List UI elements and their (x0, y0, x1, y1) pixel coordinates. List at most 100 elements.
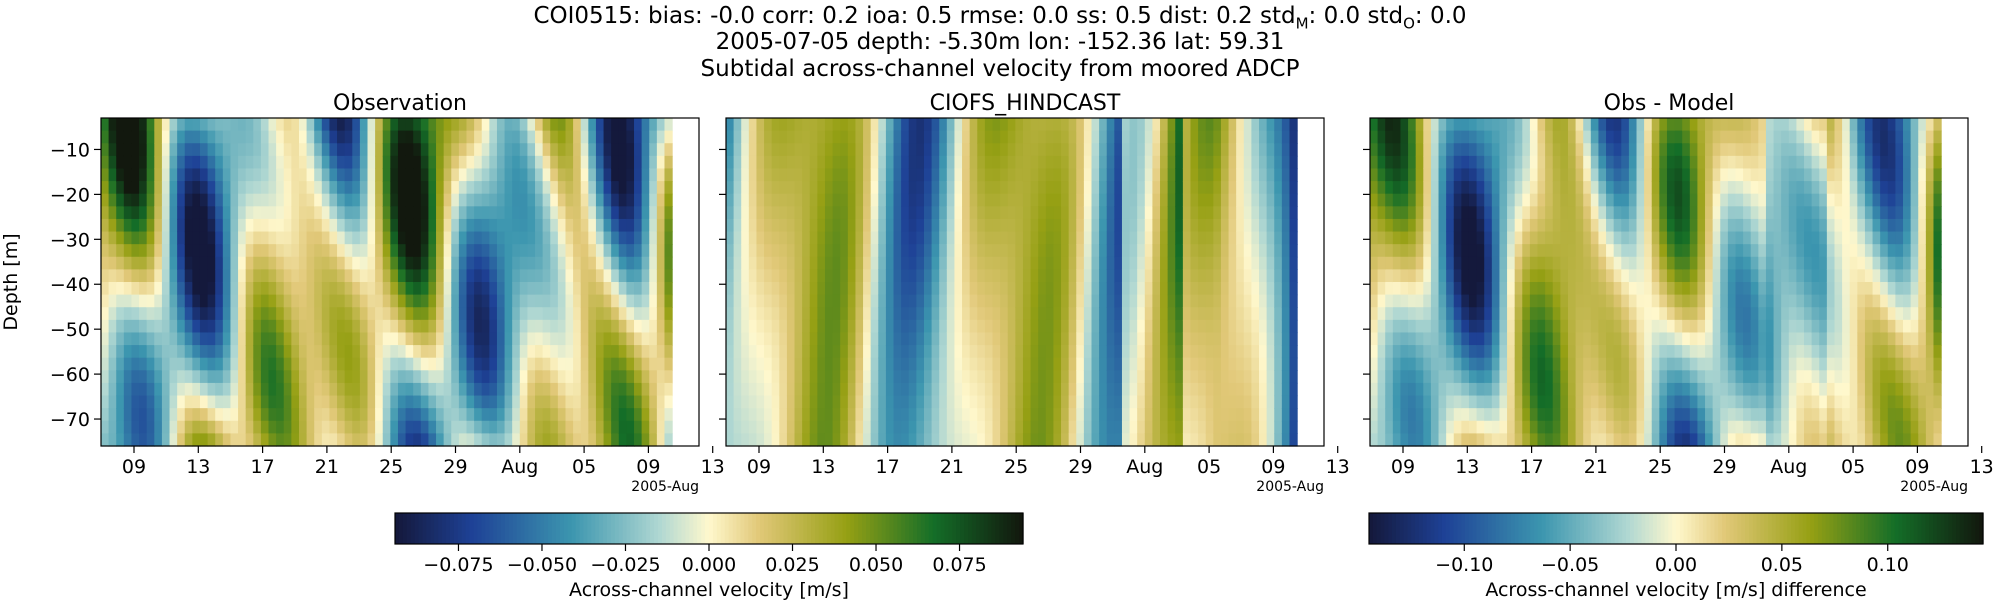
heatmap-cell (916, 155, 925, 170)
heatmap-cell (984, 370, 994, 384)
heatmap-cell (519, 332, 529, 346)
heatmap-cell (451, 181, 460, 195)
heatmap-cell (245, 269, 254, 283)
heatmap-cell (1083, 231, 1093, 245)
heatmap-cell (1068, 130, 1077, 144)
heatmap-cell (428, 168, 437, 182)
x-tick-label: 05 (572, 456, 596, 478)
heatmap-cell (1659, 433, 1668, 447)
heatmap-cell (1182, 218, 1192, 233)
heatmap-cell (1137, 332, 1146, 346)
heatmap-cell (1106, 408, 1115, 422)
heatmap-cell (1377, 118, 1386, 132)
heatmap-cell (1099, 181, 1108, 195)
heatmap-cell (1281, 168, 1291, 182)
heatmap-cell (192, 155, 201, 170)
heatmap-cell (1370, 218, 1379, 233)
heatmap-cell (466, 155, 475, 170)
heatmap-cell (901, 256, 910, 270)
heatmap-cell (1281, 231, 1291, 245)
heatmap-cell (1167, 168, 1176, 182)
heatmap-cell (276, 433, 285, 447)
heatmap-cell (809, 206, 818, 220)
heatmap-cell (1491, 231, 1501, 245)
heatmap-cell (802, 433, 811, 447)
heatmap-cell (1220, 433, 1230, 447)
heatmap-cell (977, 143, 986, 157)
heatmap-cell (1377, 408, 1386, 422)
heatmap-cell (1083, 218, 1093, 233)
heatmap-cell (496, 357, 506, 371)
heatmap-cell (139, 130, 148, 144)
heatmap-cell (580, 408, 589, 422)
heatmap-cell (245, 218, 254, 233)
heatmap-cell (283, 181, 292, 195)
heatmap-cell (397, 181, 407, 195)
heatmap-cell (420, 269, 430, 283)
heatmap-cell (656, 408, 666, 422)
heatmap-cell (1228, 130, 1237, 144)
heatmap-cell (1015, 420, 1024, 434)
heatmap-cell (1281, 370, 1291, 384)
heatmap-cell (161, 244, 171, 258)
heatmap-cell (116, 244, 125, 258)
heatmap-cell (1476, 168, 1485, 182)
heatmap-cell (519, 307, 529, 321)
heatmap-cell (390, 231, 399, 245)
heatmap-cell (626, 118, 635, 132)
heatmap-cell (908, 193, 917, 207)
heatmap-cell (1045, 294, 1055, 308)
heatmap-cell (329, 206, 338, 220)
heatmap-cell (1053, 193, 1062, 207)
heatmap-cell (885, 130, 895, 144)
heatmap-cell (1628, 332, 1638, 346)
heatmap-cell (481, 181, 490, 195)
heatmap-cell (664, 118, 673, 132)
heatmap-cell (550, 282, 559, 296)
heatmap-cell (283, 433, 292, 447)
heatmap-cell (1152, 433, 1161, 447)
heatmap-cell (885, 168, 895, 182)
heatmap-cell (1651, 408, 1660, 422)
heatmap-cell (1251, 218, 1260, 233)
heatmap-cell (878, 307, 887, 321)
heatmap-cell (1289, 130, 1298, 144)
heatmap-cell (123, 130, 133, 144)
heatmap-cell (611, 370, 620, 384)
heatmap-cell (436, 307, 445, 321)
heatmap-cell (1461, 420, 1470, 434)
heatmap-cell (977, 269, 986, 283)
heatmap-cell (1045, 307, 1055, 321)
heatmap-cell (931, 130, 940, 144)
heatmap-cell (1430, 143, 1440, 157)
heatmap-cell (588, 307, 597, 321)
heatmap-cell (1476, 357, 1485, 371)
heatmap-cell (215, 282, 224, 296)
heatmap-cell (656, 143, 666, 157)
heatmap-cell (291, 168, 300, 182)
heatmap-cell (466, 395, 475, 409)
heatmap-cell (764, 130, 773, 144)
heatmap-cell (1590, 168, 1600, 182)
heatmap-cell (626, 370, 635, 384)
heatmap-cell (1659, 118, 1668, 132)
heatmap-cell (1613, 181, 1622, 195)
heatmap-cell (1651, 307, 1660, 321)
heatmap-cell (238, 269, 247, 283)
heatmap-cell (1476, 130, 1485, 144)
heatmap-cell (1659, 357, 1668, 371)
heatmap-cell (1385, 307, 1394, 321)
heatmap-cell (161, 269, 171, 283)
heatmap-cell (786, 256, 796, 270)
heatmap-cell (230, 382, 239, 397)
heatmap-cell (154, 168, 163, 182)
heatmap-cell (260, 420, 270, 434)
heatmap-cell (1061, 408, 1070, 422)
heatmap-cell (1175, 307, 1184, 321)
heatmap-cell (413, 218, 422, 233)
heatmap-cell (1370, 420, 1379, 434)
heatmap-cell (1213, 118, 1222, 132)
heatmap-cell (1106, 433, 1115, 447)
heatmap-cell (1243, 319, 1252, 334)
heatmap-cell (1099, 155, 1108, 170)
